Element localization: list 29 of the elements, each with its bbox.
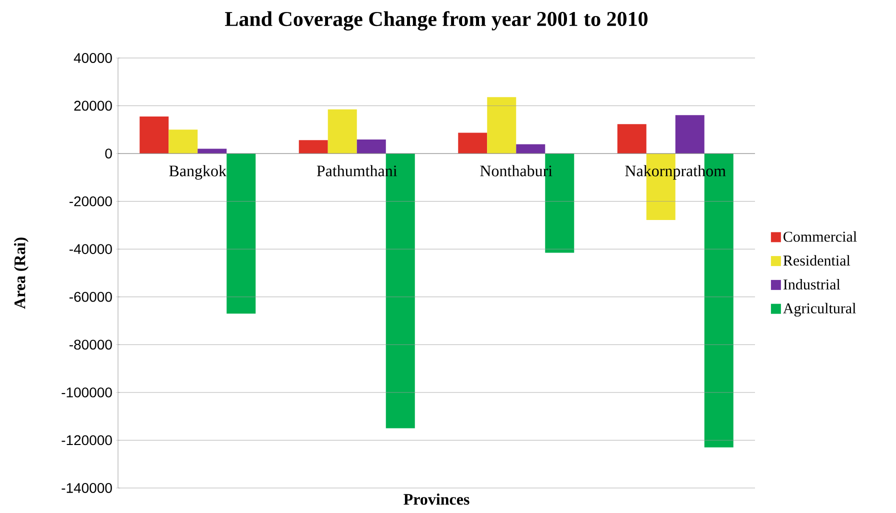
legend-label: Commercial — [784, 231, 857, 242]
chart-title: Land Coverage Change from year 2001 to 2010 — [225, 11, 648, 31]
y-tick-label: -80000 — [70, 340, 112, 350]
legend-label: Residential — [783, 255, 850, 266]
bar — [140, 116, 169, 154]
y-tick-label: -60000 — [70, 292, 112, 302]
y-tick-label: -120000 — [62, 435, 112, 446]
y-tick-label: -140000 — [62, 483, 112, 493]
bar — [298, 140, 328, 154]
y-tick-label: -100000 — [62, 387, 112, 398]
x-axis-title: Provinces — [404, 494, 470, 505]
y-axis-title: Area (Rai) — [14, 238, 28, 309]
y-tick-label: 40000 — [74, 53, 112, 63]
bar — [226, 154, 256, 314]
y-tick-label: -20000 — [70, 196, 112, 206]
bar — [458, 132, 488, 154]
bar — [617, 124, 646, 154]
bar — [168, 130, 198, 154]
bar — [487, 97, 516, 154]
y-tick-label: 0 — [105, 148, 112, 159]
bar — [356, 139, 386, 154]
y-tick-label: 20000 — [74, 100, 112, 111]
y-tick-label: -40000 — [70, 244, 112, 254]
legend-label: Agricultural — [783, 302, 856, 317]
bar — [516, 144, 546, 154]
bar — [328, 109, 357, 154]
legend-label: Industrial — [783, 278, 840, 290]
x-tick-label: Bangkok — [169, 165, 227, 180]
bar — [675, 115, 704, 154]
